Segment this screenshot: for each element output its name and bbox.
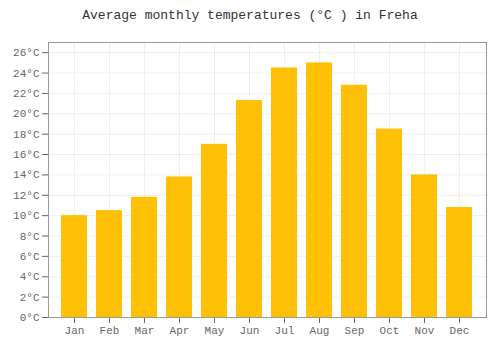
svg-text:10°C: 10°C: [13, 210, 40, 222]
svg-text:4°C: 4°C: [20, 271, 40, 283]
svg-text:Aug: Aug: [310, 325, 330, 337]
svg-text:26°C: 26°C: [13, 47, 40, 59]
svg-text:Jul: Jul: [275, 325, 295, 337]
svg-text:Feb: Feb: [100, 325, 120, 337]
svg-text:Jan: Jan: [65, 325, 85, 337]
svg-text:2°C: 2°C: [20, 292, 40, 304]
svg-text:0°C: 0°C: [20, 312, 40, 324]
svg-text:24°C: 24°C: [13, 68, 40, 80]
svg-text:14°C: 14°C: [13, 169, 40, 181]
svg-text:Nov: Nov: [415, 325, 435, 337]
svg-text:16°C: 16°C: [13, 149, 40, 161]
svg-text:Mar: Mar: [135, 325, 155, 337]
svg-text:Dec: Dec: [450, 325, 470, 337]
svg-text:May: May: [205, 325, 225, 337]
svg-text:Oct: Oct: [380, 325, 400, 337]
svg-text:18°C: 18°C: [13, 129, 40, 141]
svg-text:22°C: 22°C: [13, 88, 40, 100]
svg-text:6°C: 6°C: [20, 251, 40, 263]
svg-text:8°C: 8°C: [20, 231, 40, 243]
svg-text:Sep: Sep: [345, 325, 365, 337]
html-text:Average monthly temperatures (: Average monthly temperatures (°C ) in Fr…: [82, 8, 418, 23]
svg-text:20°C: 20°C: [13, 108, 40, 120]
svg-text:Jun: Jun: [240, 325, 260, 337]
svg-text:Apr: Apr: [170, 325, 190, 337]
svg-text:12°C: 12°C: [13, 190, 40, 202]
